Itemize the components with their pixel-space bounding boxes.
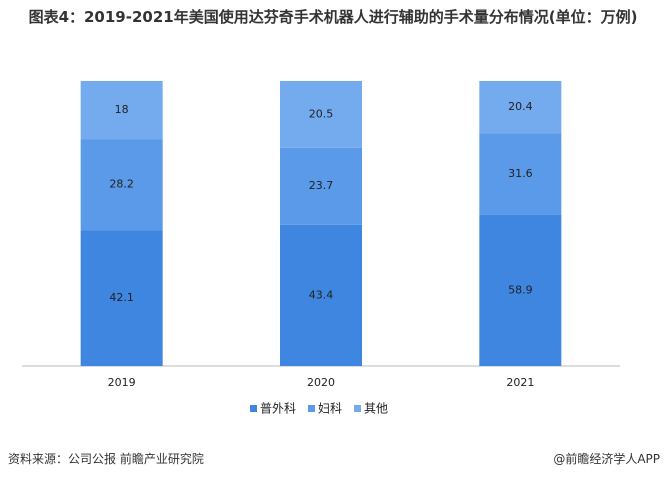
x-tick-label: 2020 <box>307 376 335 389</box>
data-label: 23.7 <box>309 179 334 192</box>
data-label: 43.4 <box>309 288 334 301</box>
legend-label: 普外科 <box>260 402 296 416</box>
data-label: 28.2 <box>109 178 134 191</box>
data-label: 18 <box>115 103 129 116</box>
x-tick-label: 2021 <box>506 376 534 389</box>
bar-segment <box>80 230 163 366</box>
legend-swatch <box>308 405 316 412</box>
x-tick-label: 2019 <box>108 376 136 389</box>
bar-segment <box>479 81 562 134</box>
chart: 42.1 28.2 18 2019 43.4 23.7 20.5 2020 58.9 31.6 20… <box>22 81 620 416</box>
bar-segment <box>280 81 362 148</box>
legend-label: 其他 <box>364 402 388 416</box>
footer: 资料来源：公司公报 前瞻产业研究院 @前瞻经济学人APP <box>0 450 666 470</box>
brand: @前瞻经济学人APP <box>553 452 660 466</box>
legend-swatch <box>354 405 362 412</box>
data-label: 42.1 <box>109 291 134 304</box>
bar-segment <box>479 133 562 215</box>
bar-segment <box>479 214 562 366</box>
data-label: 20.4 <box>508 100 533 113</box>
bar-segment <box>80 139 163 231</box>
data-label: 31.6 <box>508 167 533 180</box>
data-label: 58.9 <box>508 283 533 296</box>
source: 资料来源：公司公报 前瞻产业研究院 <box>8 452 204 466</box>
legend-swatch <box>250 405 257 412</box>
bar-segment <box>80 81 163 140</box>
data-label: 20.5 <box>309 107 334 120</box>
legend-label: 妇科 <box>318 402 342 416</box>
bar-segment <box>280 147 362 225</box>
bar-segment <box>280 224 362 366</box>
chart-title: 图表4：2019-2021年美国使用达芬奇手术机器人进行辅助的手术量分布情况(单… <box>28 8 638 26</box>
